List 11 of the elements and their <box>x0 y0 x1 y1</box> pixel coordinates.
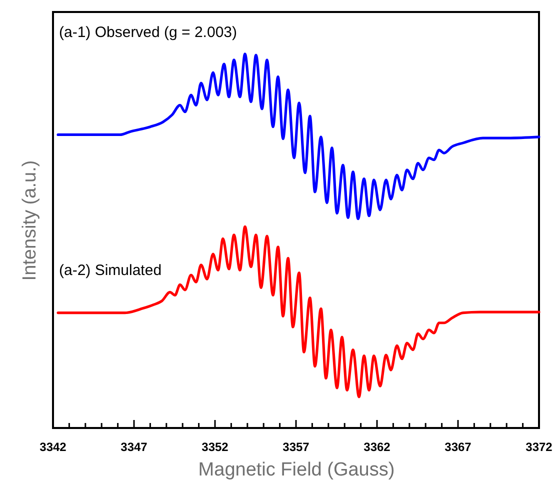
series-label: (a-1) Observed (g = 2.003) <box>59 24 238 41</box>
x-tick-label: 3367 <box>444 440 472 454</box>
x-tick-label: 3357 <box>282 440 310 454</box>
x-tick-label: 3372 <box>526 440 553 454</box>
x-tick-label: 3352 <box>202 440 229 454</box>
x-tick-label: 3362 <box>364 440 391 454</box>
x-tick-label: 3347 <box>120 440 148 454</box>
y-axis-title: Intensity (a.u.) <box>20 160 40 281</box>
x-tick-label: 3342 <box>40 440 67 454</box>
x-axis-title: Magnetic Field (Gauss) <box>198 460 395 480</box>
series-label: (a-2) Simulated <box>59 262 162 279</box>
